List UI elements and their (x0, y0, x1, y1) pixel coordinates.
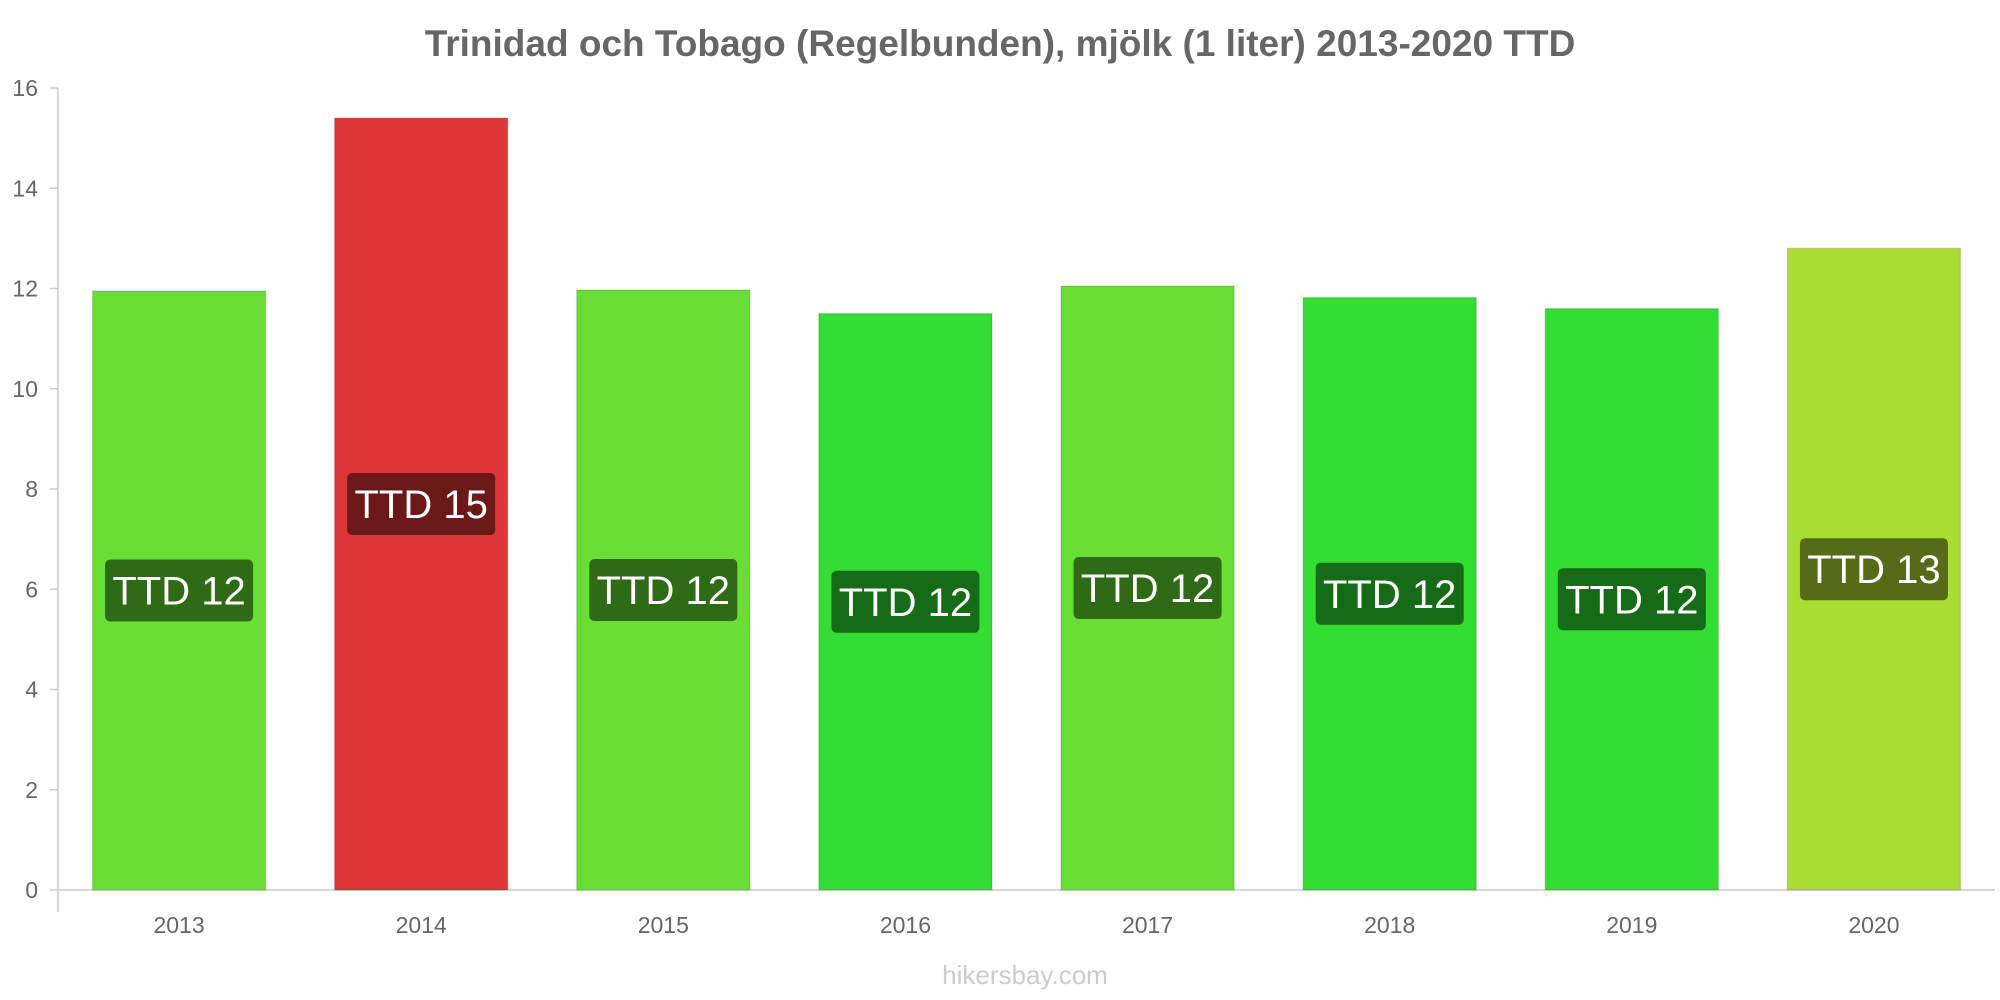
y-tick-label: 14 (12, 175, 38, 201)
y-tick-label: 4 (25, 677, 38, 703)
x-tick-label: 2015 (638, 912, 689, 938)
x-tick-label: 2013 (153, 912, 204, 938)
data-label-box (831, 570, 980, 633)
data-label: TTD 12 (597, 569, 730, 613)
x-tick-label: 2014 (396, 912, 447, 938)
data-label: TTD 13 (1807, 548, 1940, 592)
data-label-box (1799, 538, 1948, 601)
y-axis: 0 2 4 6 8 10 12 14 16 (12, 75, 59, 912)
y-tick-label: 2 (25, 777, 38, 803)
data-label: TTD 15 (355, 483, 488, 527)
watermark: hikersbay.com (942, 960, 1108, 990)
data-label-box (1315, 562, 1464, 625)
chart-title: Trinidad och Tobago (Regelbunden), mjölk… (425, 23, 1576, 64)
x-tick-label: 2019 (1606, 912, 1657, 938)
y-tick-label: 10 (12, 376, 38, 402)
y-tick-label: 6 (25, 576, 38, 602)
data-label: TTD 12 (1565, 578, 1698, 622)
data-labels-group: TTD 12 TTD 15 TTD 12 TTD 12 TTD 12 TTD 12 TTD … (105, 473, 1948, 633)
x-tick-label: 2016 (880, 912, 931, 938)
y-tick-label: 16 (12, 75, 38, 101)
y-tick-label: 12 (12, 276, 38, 302)
x-tick-label: 2018 (1364, 912, 1415, 938)
data-label-box (1073, 556, 1222, 619)
data-label-box (589, 559, 738, 622)
x-tick-label: 2017 (1122, 912, 1173, 938)
data-label: TTD 12 (1081, 567, 1214, 611)
x-axis: 2013 2014 2015 2016 2017 2018 2019 2020 (58, 889, 1995, 938)
data-label: TTD 12 (112, 570, 245, 614)
data-label-box (347, 473, 496, 536)
data-label: TTD 12 (839, 581, 972, 625)
data-label-box (105, 559, 254, 622)
y-tick-label: 8 (25, 476, 38, 502)
x-tick-label: 2020 (1848, 912, 1899, 938)
y-tick-label: 0 (25, 877, 38, 903)
data-label: TTD 12 (1323, 573, 1456, 617)
data-label-box (1557, 568, 1706, 631)
